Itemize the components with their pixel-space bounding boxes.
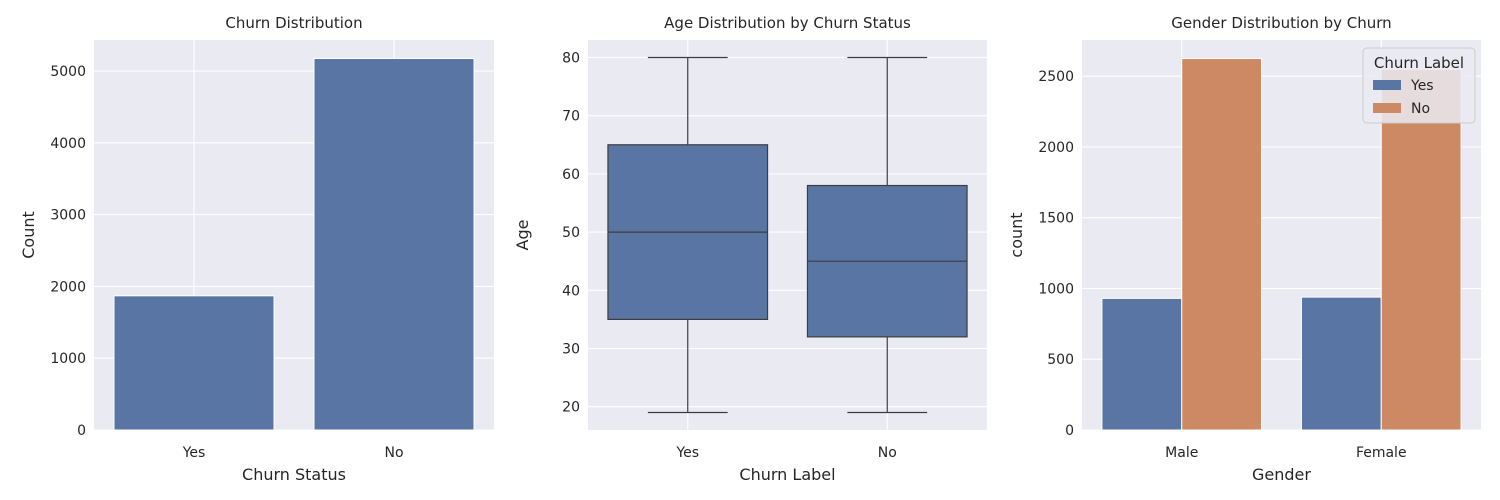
y-tick-label: 4000 [50,136,86,152]
chart-title: Age Distribution by Churn Status [664,14,911,32]
y-tick-label: 0 [1065,423,1074,439]
y-axis-label: Age [513,220,532,251]
y-tick-label: 60 [562,167,580,183]
chart-title: Churn Distribution [225,14,362,32]
legend-label: Yes [1410,78,1434,94]
bar-no [1181,58,1263,431]
legend-label: No [1411,101,1430,117]
bars [113,58,475,431]
chart-title: Gender Distribution by Churn [1171,14,1391,32]
y-axis-label: count [1007,212,1026,257]
legend-title: Churn Label [1374,54,1464,72]
y-tick-label: 1000 [50,351,86,367]
bar-yes [1101,297,1183,431]
churn-distribution-panel: 0 1000 2000 3000 4000 5000 Yes No Churn Distrib… [19,14,494,484]
y-tick-label: 2000 [50,279,86,295]
gender-distribution-panel: 0 500 1000 1500 2000 2500 Male Female Gender Di… [1007,14,1481,484]
y-tick-label: 500 [1047,352,1074,368]
legend-swatch [1373,80,1401,90]
y-tick-label: 50 [562,225,580,241]
x-tick-label: No [384,445,403,461]
tick-labels: 0 1000 2000 3000 4000 5000 Yes No [50,64,403,461]
x-axis-label: Churn Label [739,465,835,484]
age-distribution-panel: 20 30 40 50 60 70 80 Yes No Age Distribution by … [513,14,987,484]
y-tick-label: 20 [562,400,580,416]
y-tick-label: 1000 [1038,281,1074,297]
x-tick-label: Male [1165,445,1198,461]
bar [113,295,275,431]
bar [313,58,475,431]
legend: Churn Label Yes No [1362,47,1476,124]
y-tick-label: 3000 [50,208,86,224]
y-axis-label: Count [19,211,38,259]
tick-labels: 20 30 40 50 60 70 80 Yes No [562,50,897,461]
y-tick-label: 80 [562,50,580,66]
boxes [607,56,968,414]
x-axis-label: Churn Status [242,465,346,484]
y-tick-label: 30 [562,342,580,358]
y-tick-label: 1500 [1038,211,1074,227]
x-tick-label: No [878,445,897,461]
y-tick-label: 0 [77,423,86,439]
y-tick-label: 70 [562,109,580,125]
tick-labels: 0 500 1000 1500 2000 2500 Male Female [1038,69,1406,461]
bar-no [1380,68,1462,431]
bars [1101,58,1462,431]
legend-items: Yes No [1373,78,1434,117]
x-axis-label: Gender [1252,465,1311,484]
legend-swatch [1373,103,1401,113]
y-tick-label: 2500 [1038,69,1074,85]
y-tick-label: 40 [562,283,580,299]
y-tick-label: 5000 [50,64,86,80]
x-tick-label: Female [1356,445,1407,461]
bar-yes [1300,296,1382,431]
x-tick-label: Yes [675,445,699,461]
y-tick-label: 2000 [1038,140,1074,156]
x-tick-label: Yes [182,445,206,461]
